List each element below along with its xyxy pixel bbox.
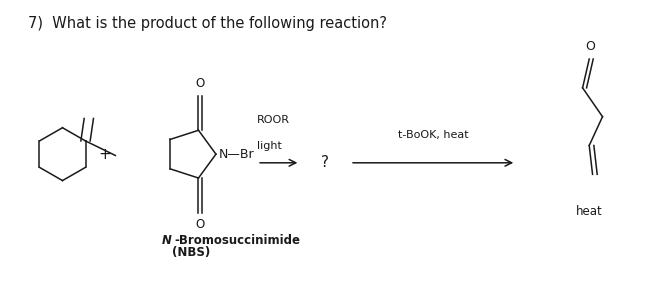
Text: light: light	[257, 141, 282, 151]
Text: -Bromosuccinimide: -Bromosuccinimide	[174, 234, 300, 247]
Text: t-BoOK, heat: t-BoOK, heat	[398, 130, 468, 140]
Text: 7)  What is the product of the following reaction?: 7) What is the product of the following …	[28, 16, 387, 31]
Text: heat: heat	[576, 205, 602, 218]
Text: O: O	[586, 40, 596, 53]
Text: O: O	[196, 77, 205, 90]
Text: ROOR: ROOR	[257, 115, 290, 125]
Text: N: N	[162, 234, 172, 247]
Text: O: O	[196, 218, 205, 231]
Text: +: +	[98, 147, 111, 162]
Text: ?: ?	[321, 155, 329, 170]
Text: (NBS): (NBS)	[171, 246, 210, 259]
Text: N—Br: N—Br	[219, 148, 254, 161]
